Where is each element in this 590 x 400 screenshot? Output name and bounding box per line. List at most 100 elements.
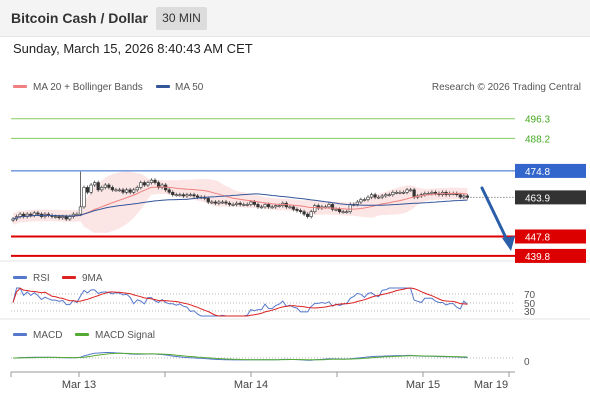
candle [107, 183, 111, 190]
candle [394, 190, 399, 195]
candle [171, 190, 175, 197]
chart-datetime: Sunday, March 15, 2026 8:40:43 AM CET [13, 41, 253, 56]
candle [114, 187, 118, 192]
candle [313, 203, 317, 214]
candle [117, 187, 122, 192]
candle [93, 180, 97, 187]
candle [220, 200, 225, 204]
current-price-label: 463.9 [525, 193, 550, 204]
candle [362, 197, 367, 202]
candle [462, 193, 466, 200]
candle [408, 187, 413, 192]
candle [71, 212, 75, 219]
candle [298, 208, 303, 214]
candle [369, 192, 374, 200]
rsi-legend-label: RSI [33, 273, 50, 284]
candle [231, 202, 235, 207]
candle [213, 200, 217, 206]
candle [245, 202, 249, 207]
candle [330, 202, 335, 212]
candle [103, 183, 107, 190]
candle [227, 201, 232, 207]
candle [174, 192, 178, 197]
rsi-line [12, 287, 468, 317]
candle [167, 187, 171, 195]
candle [341, 209, 345, 214]
candle [85, 185, 90, 195]
candle [295, 207, 299, 213]
macd-legend-swatch [13, 333, 27, 336]
candle [142, 180, 146, 187]
timeframe-button[interactable]: 30 MIN [156, 7, 207, 30]
macd-signal-legend-swatch [75, 333, 89, 336]
candle [82, 185, 86, 209]
support-level-label: 439.8 [525, 252, 550, 263]
candle [398, 190, 402, 195]
resistance-level-tag [515, 163, 586, 178]
candle [373, 192, 377, 200]
support-level-tag [515, 248, 586, 263]
x-tick-label: Mar 14 [234, 379, 268, 391]
candle [256, 202, 260, 209]
rsi-ma-legend-label: 9MA [82, 273, 103, 284]
macd-signal-line [13, 352, 468, 361]
candle [387, 192, 391, 197]
candle [259, 204, 264, 209]
candle [78, 171, 83, 217]
candle [291, 204, 296, 212]
candle [391, 190, 395, 197]
candle [288, 204, 292, 209]
credit-text: Research © 2026 Trading Central [432, 82, 581, 93]
rsi-level-70: 70 [524, 290, 536, 301]
candle [401, 190, 406, 195]
time-axis-ticks [10, 372, 510, 377]
candle [185, 192, 189, 198]
rsi-ma-line [12, 287, 468, 317]
candle [302, 209, 306, 217]
chart-title: Bitcoin Cash / Dollar [11, 10, 148, 26]
candle [380, 193, 384, 200]
price-tags: 496.3 488.2 474.8 447.8 439.8 463.9 [467, 115, 586, 263]
candle [132, 187, 136, 195]
candle [309, 209, 313, 219]
candle [384, 192, 388, 198]
ma20-legend-swatch [13, 85, 27, 88]
rsi-lines [12, 287, 468, 317]
ma20-legend-label: MA 20 + Bollinger Bands [33, 82, 143, 93]
candle [306, 212, 310, 219]
chart-header: Bitcoin Cash / Dollar 30 MIN [0, 0, 590, 37]
candle [121, 187, 125, 195]
candle [242, 202, 246, 207]
macd-lines [12, 352, 468, 361]
moving-averages [12, 186, 468, 220]
rsi-ma-legend-swatch [62, 276, 76, 279]
candle [224, 200, 228, 206]
candle [110, 185, 114, 192]
ma50-legend-swatch [156, 85, 170, 88]
candle [210, 200, 214, 204]
target-level-label: 488.2 [525, 134, 550, 145]
candle [125, 187, 129, 195]
macd-legend-label: MACD [33, 330, 62, 341]
candle [153, 178, 157, 185]
x-tick-label: Mar 13 [62, 379, 96, 391]
candle [217, 200, 221, 206]
candle [100, 185, 104, 192]
candle [366, 195, 370, 202]
candle [135, 185, 139, 192]
candle [263, 202, 267, 209]
rsi-guides [11, 293, 515, 312]
candle [139, 180, 143, 190]
ma50-line [12, 193, 468, 220]
candle [238, 201, 242, 207]
candle [377, 195, 381, 200]
macd-level-0: 0 [524, 357, 530, 368]
candle [192, 192, 196, 198]
candle [270, 204, 274, 209]
rsi-level-50: 50 [524, 299, 536, 310]
candle [160, 183, 164, 190]
macd-signal-legend-label: MACD Signal [95, 330, 155, 341]
candle [235, 201, 239, 207]
